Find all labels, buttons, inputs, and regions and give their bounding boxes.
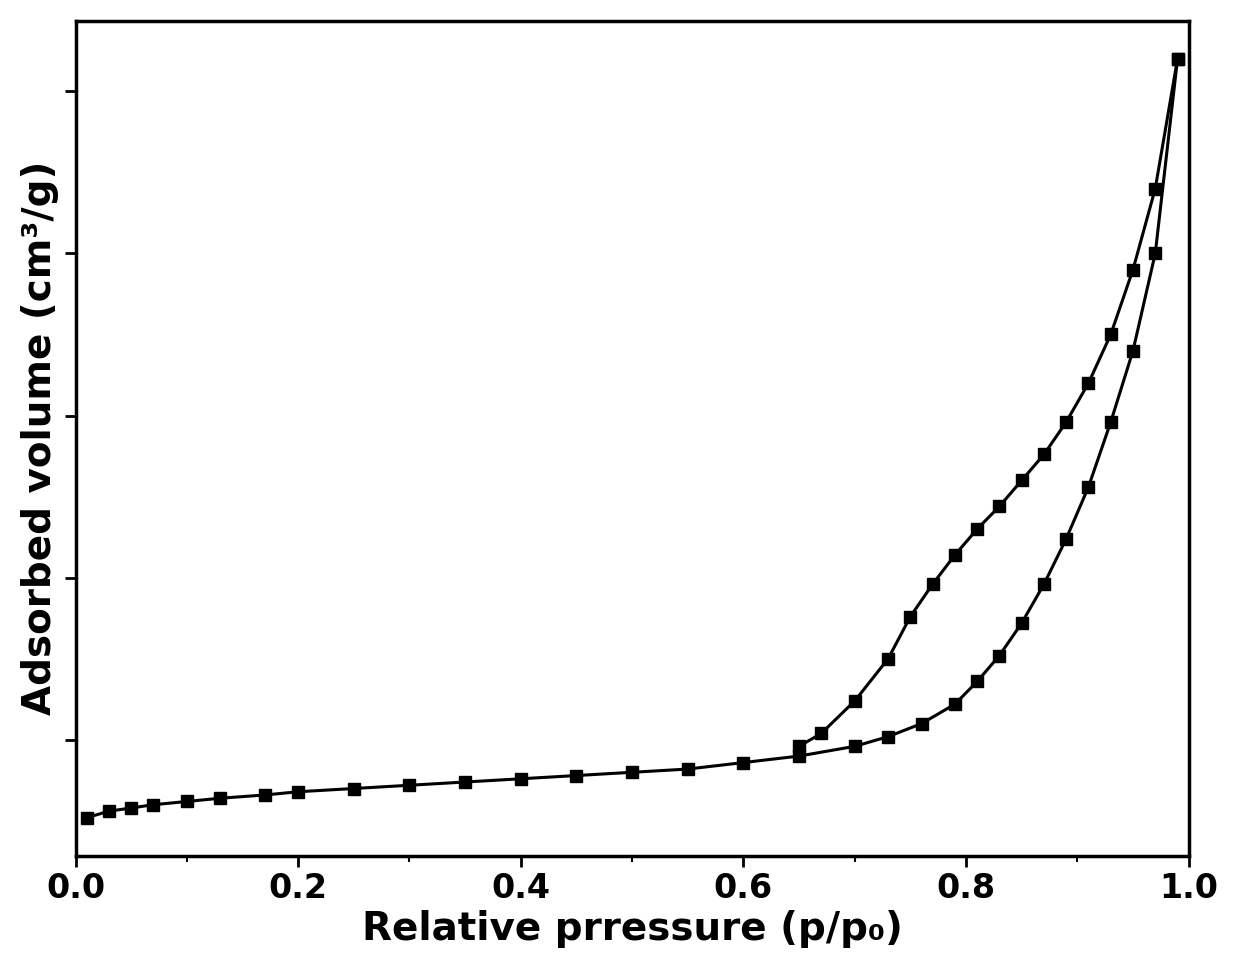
Y-axis label: Adsorbed volume (cm³/g): Adsorbed volume (cm³/g) [21,161,58,715]
X-axis label: Relative prressure (p/p₀): Relative prressure (p/p₀) [362,910,902,949]
